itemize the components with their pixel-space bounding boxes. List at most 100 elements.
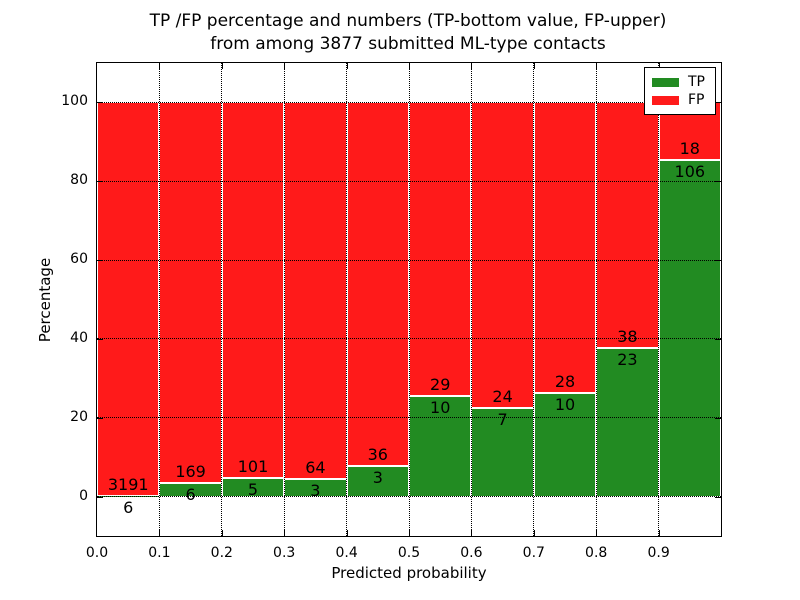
x-tick	[658, 530, 660, 536]
gridline-v	[470, 63, 472, 536]
x-tick	[159, 63, 161, 69]
bar-segment-fp	[284, 102, 347, 479]
y-tick-label: 0	[79, 487, 88, 504]
x-tick	[658, 63, 660, 69]
x-tick-label: 0.5	[397, 545, 421, 561]
legend-item-tp: TP	[652, 73, 709, 91]
y-tick	[715, 102, 721, 104]
x-tick-label: 0.3	[273, 545, 296, 561]
gridline-h	[97, 417, 721, 419]
bar-segment-tp	[596, 347, 659, 497]
bar-label-tp: 7	[497, 409, 508, 429]
fp-legend-label: FP	[688, 92, 705, 108]
y-tick-label: 20	[70, 408, 88, 425]
chart-title-line2: from among 3877 submitted ML-type contac…	[210, 34, 606, 54]
bar-label-tp: 5	[247, 479, 259, 499]
x-tick	[284, 63, 286, 69]
fp-legend-swatch	[652, 95, 679, 105]
gridline-v	[346, 63, 348, 536]
x-tick-label: 0.9	[647, 545, 670, 561]
bar-segment-fp	[596, 102, 659, 348]
gridline-h	[97, 259, 721, 261]
x-tick	[346, 63, 348, 69]
bar-label-fp: 18	[679, 138, 700, 158]
bar-label-tp: 10	[430, 397, 451, 417]
bar-label-tp: 3	[310, 480, 321, 500]
y-tick-label: 60	[70, 251, 88, 268]
y-tick	[715, 496, 721, 498]
bar-segment-tp	[533, 392, 597, 497]
bar-segment-fp	[159, 102, 222, 484]
bar-segment-fp	[221, 102, 285, 478]
gridline-v	[283, 63, 285, 536]
bar-segment-tp	[284, 478, 347, 497]
bar-label-tp: 23	[617, 349, 638, 369]
x-tick-label: 0.6	[460, 545, 483, 561]
bar-segment-tp	[221, 477, 285, 497]
bar-segment-fp	[471, 102, 534, 408]
bar-segment-tp	[409, 395, 472, 497]
x-tick	[596, 530, 598, 536]
y-tick	[715, 260, 721, 262]
bar-label-fp: 64	[305, 457, 326, 477]
bar-label-fp: 28	[554, 371, 576, 391]
gridline-v	[595, 63, 597, 536]
bar-label-tp: 6	[123, 497, 134, 517]
chart-title: TP /FP percentage and numbers (TP-bottom…	[80, 10, 736, 56]
y-tick	[97, 260, 103, 262]
x-tick	[409, 63, 410, 69]
gridline-h	[97, 338, 721, 340]
y-tick	[715, 338, 721, 340]
y-tick-label: 40	[70, 329, 88, 346]
y-tick	[97, 496, 103, 498]
gridline-v	[658, 63, 660, 536]
x-tick	[533, 63, 535, 69]
x-tick-label: 0.1	[148, 545, 171, 561]
bar-label-fp: 29	[430, 374, 451, 394]
bar-segment-tp	[658, 159, 721, 497]
y-tick	[97, 102, 103, 104]
bar-label-fp: 38	[617, 326, 638, 346]
x-tick	[284, 530, 286, 536]
x-tick	[221, 63, 223, 69]
x-tick	[533, 530, 535, 536]
x-tick-label: 0.2	[210, 545, 233, 561]
bar-label-tp: 10	[554, 394, 576, 414]
plot-area: 3191 6 169 6 101 5 64 3 36 3 29 10 24 7 28 10 38 23 18 106 …	[96, 62, 722, 537]
gridline-h	[97, 180, 721, 182]
y-tick-label: 80	[70, 172, 88, 189]
y-tick	[97, 338, 103, 340]
x-tick	[471, 63, 473, 69]
y-tick	[97, 181, 103, 183]
x-tick-label: 0.8	[585, 545, 608, 561]
gridline-h	[97, 101, 721, 103]
y-tick	[715, 417, 721, 419]
gridline-v	[158, 63, 160, 536]
bar-label-tp: 3	[372, 468, 383, 488]
x-tick	[346, 530, 348, 536]
x-tick	[409, 530, 410, 536]
bar-segment-fp	[97, 102, 160, 496]
bar-label-fp: 169	[175, 462, 206, 482]
x-tick	[159, 530, 161, 536]
bar-label-tp: 106	[674, 161, 706, 181]
x-tick	[596, 63, 598, 69]
gridline-v	[408, 63, 410, 536]
y-tick-label: 100	[61, 93, 88, 110]
bar-segment-fp	[346, 102, 409, 467]
gridline-v	[221, 63, 223, 536]
bar-label-fp: 3191	[107, 474, 149, 494]
bar-label-tp: 6	[185, 485, 196, 505]
legend-item-fp: FP	[652, 91, 709, 109]
tp-legend-label: TP	[688, 74, 705, 90]
chart-title-line1: TP /FP percentage and numbers (TP-bottom…	[149, 11, 667, 31]
bar-label-fp: 24	[492, 386, 513, 406]
bar-segment-tp	[471, 407, 534, 497]
bar-segment-fp	[409, 102, 472, 396]
x-tick-label: 0.4	[335, 545, 358, 561]
y-tick	[715, 181, 721, 183]
tp-legend-swatch	[652, 77, 679, 87]
gridline-v	[533, 63, 535, 536]
bar-label-fp: 36	[367, 445, 388, 465]
